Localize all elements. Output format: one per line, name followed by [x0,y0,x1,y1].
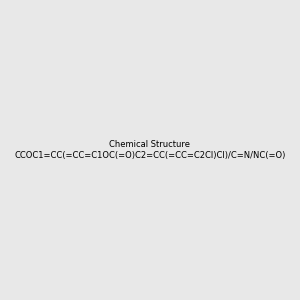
Text: Chemical Structure
CCOC1=CC(=CC=C1OC(=O)C2=CC(=CC=C2Cl)Cl)/C=N/NC(=O): Chemical Structure CCOC1=CC(=CC=C1OC(=O)… [14,140,286,160]
